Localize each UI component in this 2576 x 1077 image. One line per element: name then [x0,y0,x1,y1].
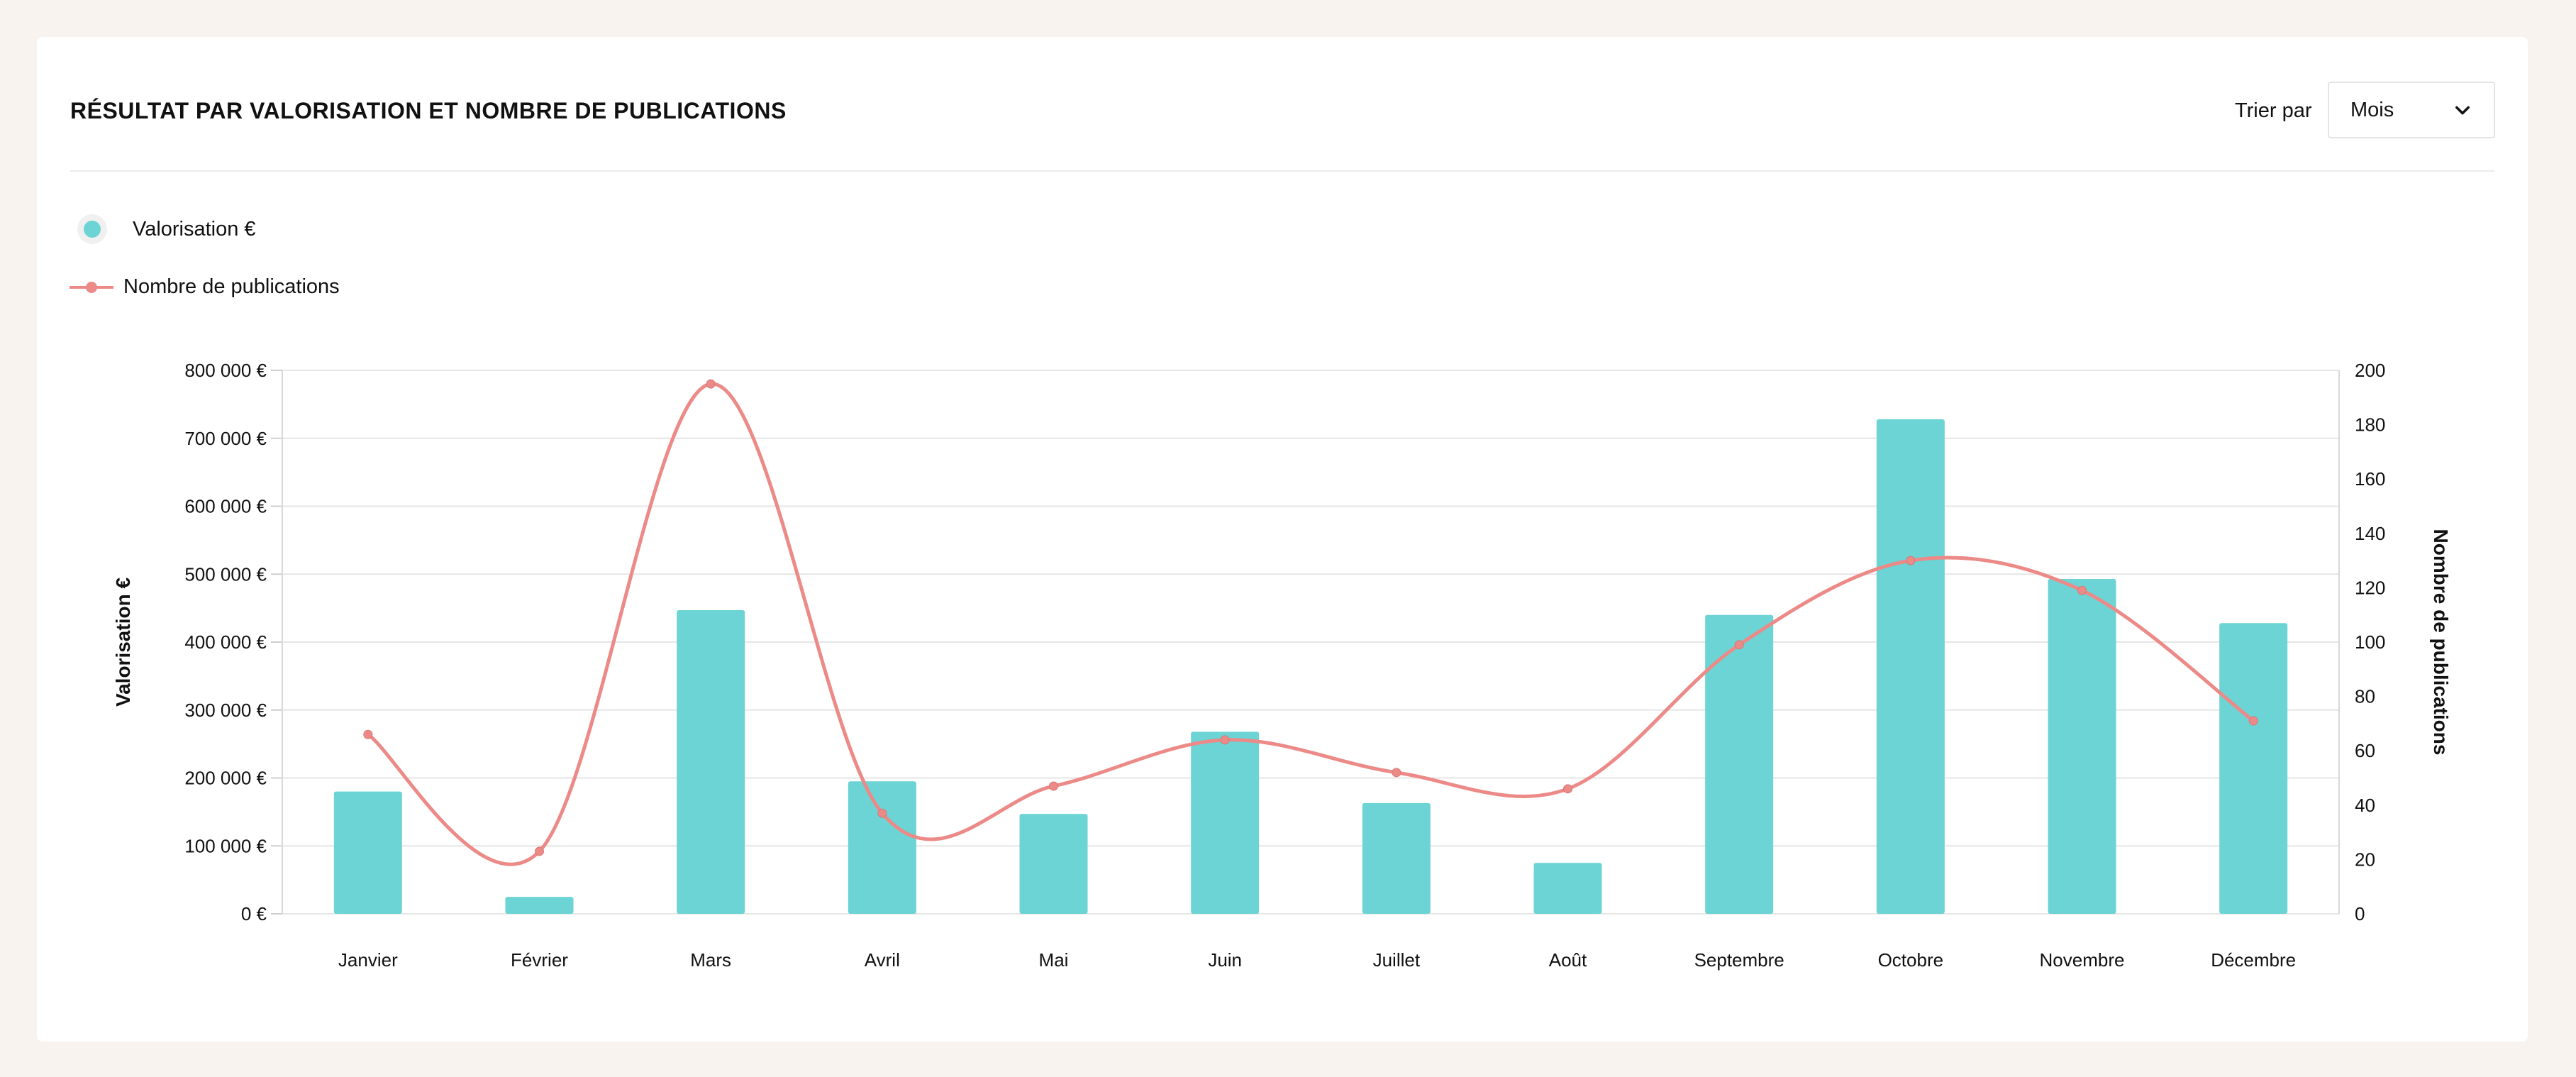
y-right-tick-label: 160 [2355,468,2385,490]
line-point-9 [1734,640,1744,650]
legend-label-valorisation: Valorisation € [133,217,256,241]
line-point-11 [2077,585,2087,595]
line-point-3 [706,379,716,389]
x-tick-label: Juillet [1373,949,1421,971]
y-right-tick-label: 140 [2355,523,2385,544]
bar-11 [2048,578,2116,914]
bar-1 [333,791,402,914]
sort-select-value: Mois [2350,98,2394,121]
y-left-tick-label: 700 000 € [184,428,267,449]
x-tick-label: Août [1549,949,1587,971]
sort-label: Trier par [2235,99,2312,122]
line-point-10 [1906,556,1916,565]
line-point-8 [1563,784,1572,794]
bar-7 [1362,802,1431,914]
x-tick-label: Février [511,949,568,971]
legend-item-publications[interactable]: Nombre de publications [70,275,340,299]
y-left-tick-label: 500 000 € [184,563,267,585]
y-right-tick-label: 120 [2355,577,2385,598]
bar-3 [677,609,745,914]
line-point-6 [1220,735,1230,745]
bar-9 [1705,614,1774,914]
y-left-axis-title: Valorisation € [112,578,134,707]
bar-5 [1019,814,1088,914]
x-tick-label: Janvier [338,949,398,971]
y-right-tick-label: 20 [2355,849,2375,870]
line-point-2 [535,846,544,856]
y-right-tick-label: 60 [2355,740,2375,761]
y-right-tick-label: 0 [2355,903,2365,924]
y-right-axis-title: Nombre de publications [2430,529,2452,756]
y-left-tick-label: 300 000 € [184,700,267,721]
bar-2 [505,897,574,914]
chevron-down-icon [2455,106,2470,115]
x-tick-label: Juin [1208,949,1242,971]
bar-12 [2219,623,2288,914]
bar-6 [1191,731,1260,914]
bars [333,419,2288,914]
header-divider [70,170,2494,172]
y-left-tick-label: 100 000 € [184,835,267,856]
legend-item-valorisation[interactable]: Valorisation € [77,214,256,244]
y-right-tick-label: 100 [2355,631,2385,653]
bar-10 [1876,419,1945,914]
y-left-tick-label: 0 € [241,903,267,924]
y-left-tick-label: 600 000 € [184,496,267,517]
chart-card: RÉSULTAT PAR VALORISATION ET NOMBRE DE P… [37,37,2528,1042]
y-left-tick-label: 800 000 € [184,360,267,381]
x-tick-label: Décembre [2211,949,2296,971]
line-points [363,379,2258,856]
y-right-tick-label: 40 [2355,795,2375,816]
x-tick-label: Mai [1039,949,1069,971]
line-point-7 [1392,768,1401,778]
sort-select[interactable]: Mois [2328,82,2495,138]
x-tick-label: Mars [690,949,731,971]
x-tick-label: Avril [865,949,900,971]
line-point-1 [363,729,373,739]
series-line-publications [367,382,2255,866]
legend-marker-bar [77,214,107,244]
y-right-tick-label: 200 [2355,360,2385,381]
line-point-12 [2248,716,2258,726]
y-right-tick-label: 80 [2355,686,2375,707]
chart-title: RÉSULTAT PAR VALORISATION ET NOMBRE DE P… [70,98,787,123]
x-tick-label: Octobre [1878,949,1944,971]
bar-8 [1533,863,1602,914]
y-left-tick-label: 400 000 € [184,631,267,653]
bar-4 [848,781,916,914]
x-tick-label: Novembre [2040,949,2125,971]
y-left-tick-label: 200 000 € [184,768,267,789]
line-point-5 [1049,781,1058,791]
legend-marker-line [70,281,113,293]
legend-label-publications: Nombre de publications [123,275,340,298]
grid [271,370,2340,915]
line-point-4 [877,808,887,818]
ticks: 0 € 100 000 € 200 000 € 300 000 € 400 000 € 5… [184,360,2385,971]
x-tick-label: Septembre [1694,949,1784,971]
y-right-tick-label: 180 [2355,414,2385,436]
